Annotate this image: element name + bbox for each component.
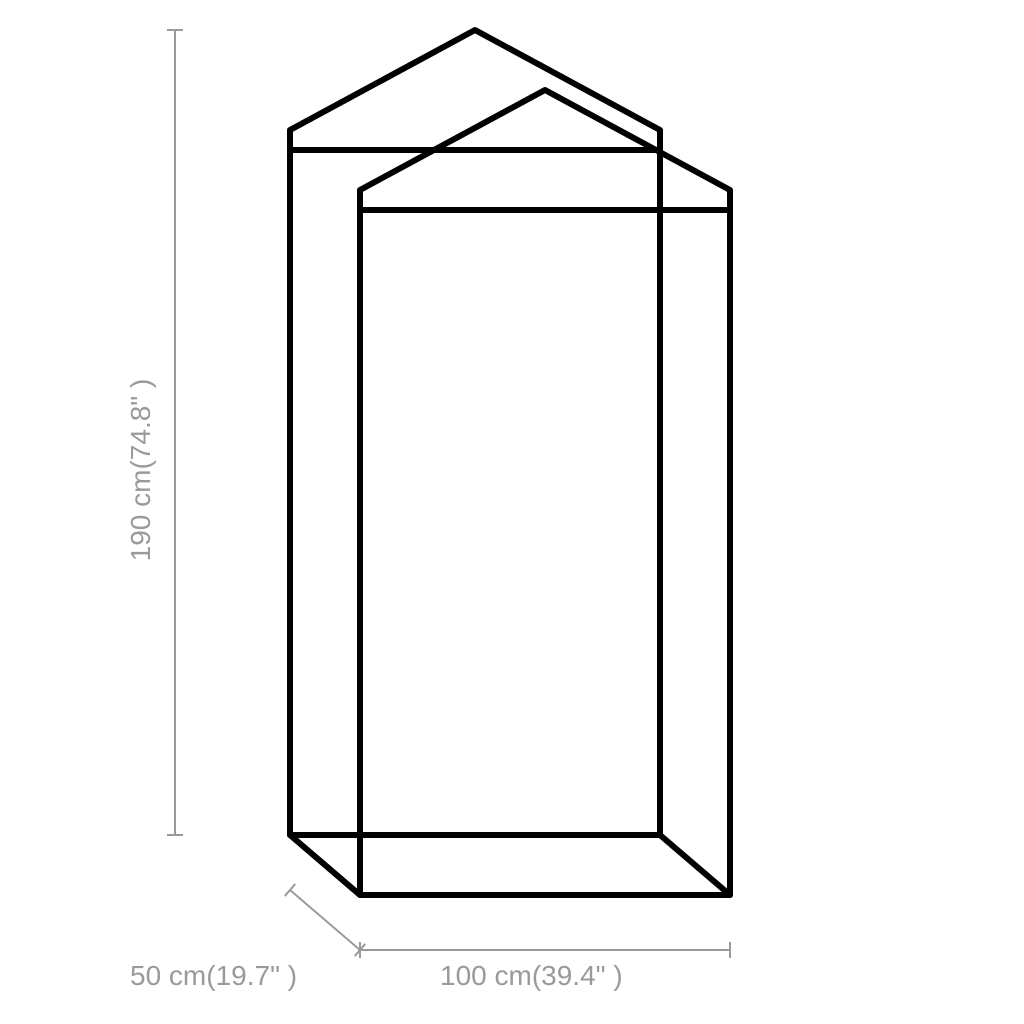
height-dimension-label: 190 cm(74.8" ): [125, 379, 156, 562]
depth-dimension-label: 50 cm(19.7" ): [130, 960, 297, 991]
width-dimension-label: 100 cm(39.4" ): [440, 960, 623, 991]
depth-dimension-line: [290, 890, 360, 950]
dimension-diagram: 190 cm(74.8" ) 50 cm(19.7" ) 100 cm(39.4" …: [0, 0, 1024, 1024]
